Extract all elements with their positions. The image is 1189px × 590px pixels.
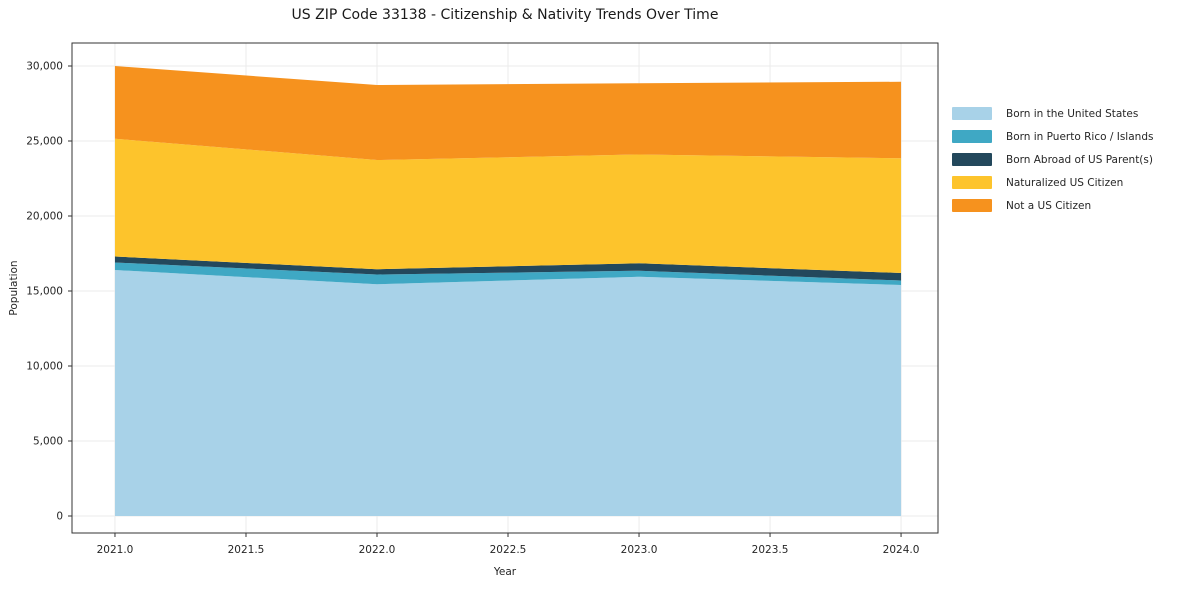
- legend-item-born-abroad-of-us-parent-s: Born Abroad of US Parent(s): [952, 148, 1153, 171]
- legend-swatch-naturalized-us-citizen: [952, 176, 992, 189]
- legend-swatch-born-in-puerto-rico-islands: [952, 130, 992, 143]
- area-naturalized-us-citizen: [114, 138, 902, 273]
- x-tick-label: 2022.0: [359, 544, 396, 556]
- x-tick-label: 2022.5: [490, 544, 527, 556]
- legend-label: Born in Puerto Rico / Islands: [1006, 130, 1154, 143]
- legend-label: Naturalized US Citizen: [1006, 176, 1124, 189]
- x-tick-label: 2021.5: [228, 544, 265, 556]
- y-tick-label: 0: [56, 511, 63, 523]
- legend-item-naturalized-us-citizen: Naturalized US Citizen: [952, 171, 1153, 194]
- legend-item-born-in-puerto-rico-islands: Born in Puerto Rico / Islands: [952, 125, 1153, 148]
- y-tick-label: 25,000: [26, 135, 63, 147]
- legend-item-born-in-the-united-states: Born in the United States: [952, 102, 1153, 125]
- legend-item-not-a-us-citizen: Not a US Citizen: [952, 194, 1153, 217]
- legend-label: Born in the United States: [1006, 107, 1139, 120]
- area-born-in-the-united-states: [114, 269, 902, 517]
- x-tick-label: 2024.0: [883, 544, 920, 556]
- area-born-in-puerto-rico-islands: [114, 262, 902, 285]
- x-tick-label: 2023.0: [621, 544, 658, 556]
- y-tick-label: 5,000: [33, 436, 63, 448]
- legend: Born in the United States Born in Puerto …: [952, 102, 1153, 217]
- y-tick-label: 10,000: [26, 361, 63, 373]
- axes-spines: [71, 42, 939, 534]
- y-axis-label: Population: [8, 260, 20, 316]
- legend-swatch-born-in-the-united-states: [952, 107, 992, 120]
- y-tick-label: 30,000: [26, 60, 63, 72]
- legend-swatch-not-a-us-citizen: [952, 199, 992, 212]
- area-not-a-us-citizen: [114, 65, 902, 161]
- area-born-abroad-of-us-parent-s: [114, 256, 902, 281]
- legend-swatch-born-abroad-of-us-parent-s: [952, 153, 992, 166]
- chart-title: US ZIP Code 33138 - Citizenship & Nativi…: [291, 7, 719, 23]
- x-axis-label: Year: [493, 566, 517, 578]
- legend-label: Not a US Citizen: [1006, 199, 1092, 212]
- x-tick-label: 2023.5: [752, 544, 789, 556]
- legend-label: Born Abroad of US Parent(s): [1006, 153, 1153, 166]
- y-tick-label: 15,000: [26, 286, 63, 298]
- x-tick-label: 2021.0: [97, 544, 134, 556]
- y-tick-label: 20,000: [26, 210, 63, 222]
